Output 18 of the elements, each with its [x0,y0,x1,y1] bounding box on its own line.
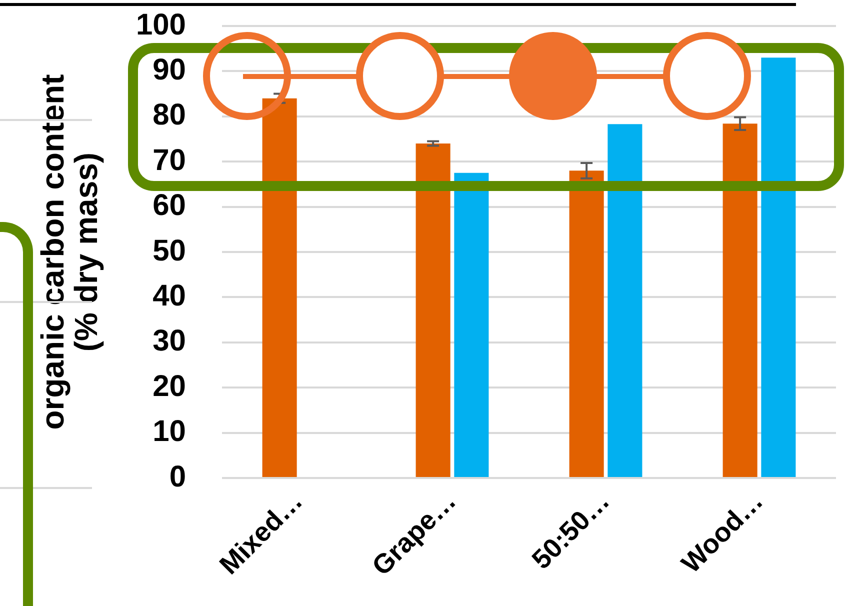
y-tick-label: 100 [136,8,186,42]
bar [608,124,642,477]
y-tick-label: 90 [152,53,186,86]
bar [761,58,796,477]
bar [722,124,758,477]
y-tick-label: 30 [152,324,186,358]
y-axis-title: organic carbon content (% dry mass) [34,74,104,430]
y-tick-label: 80 [152,98,186,132]
bar [416,144,450,477]
y-tick-label: 50 [152,234,186,268]
y-tick-label: 60 [152,189,186,222]
y-tick-label: 10 [152,415,186,448]
y-tick-label: 70 [152,144,186,177]
y-tick-label: 20 [152,370,186,403]
y-tick-label: 0 [169,460,186,494]
y-tick-label: 40 [152,279,186,312]
bar [454,172,489,477]
bar [569,170,604,477]
